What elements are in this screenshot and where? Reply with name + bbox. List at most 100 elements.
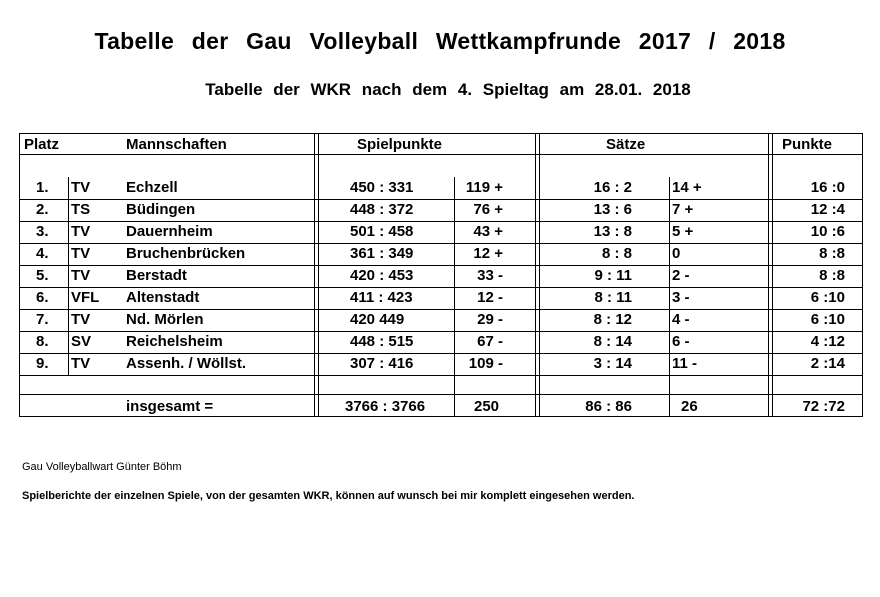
- cell-punkte: 8 :8: [819, 245, 845, 262]
- cell-punkte: 6 :10: [810, 289, 845, 306]
- total-punkte: 72 :72: [802, 398, 845, 415]
- cell-spielpunkte-diff: 67 -: [477, 333, 503, 350]
- page-title: Tabelle der Gau Volleyball Wettkampfrund…: [94, 28, 786, 54]
- cell-saetze-diff: 14 +: [672, 179, 702, 196]
- column-divider: [772, 133, 773, 417]
- header-saetze: Sätze: [606, 136, 646, 153]
- cell-spielpunkte-diff: 43 +: [473, 223, 503, 240]
- cell-team: Dauernheim: [126, 223, 213, 240]
- cell-team: Nd. Mörlen: [126, 311, 204, 328]
- row-divider: [19, 375, 863, 376]
- standings-table: [19, 133, 863, 417]
- row-divider: [19, 287, 863, 288]
- cell-club: TV: [71, 179, 91, 196]
- cell-saetze: 13 : 6: [593, 201, 632, 218]
- cell-platz: 6.: [36, 289, 49, 306]
- cell-saetze: 16 : 2: [593, 179, 632, 196]
- club-column-divider: [68, 177, 69, 375]
- cell-platz: 5.: [36, 267, 49, 284]
- cell-team: Büdingen: [126, 201, 196, 218]
- column-divider: [314, 133, 315, 417]
- cell-team: Berstadt: [126, 267, 187, 284]
- cell-club: TV: [71, 245, 91, 262]
- cell-saetze-diff: 6 -: [672, 333, 690, 350]
- column-divider: [539, 133, 540, 417]
- header-platz: Platz: [24, 136, 60, 153]
- cell-punkte: 8 :8: [819, 267, 845, 284]
- cell-club: TV: [71, 267, 91, 284]
- footer-author: Gau Volleyballwart Günter Böhm: [22, 461, 182, 473]
- cell-saetze-diff: 7 +: [672, 201, 694, 218]
- cell-team: Bruchenbrücken: [126, 245, 246, 262]
- cell-saetze-diff: 11 -: [672, 355, 698, 372]
- cell-spielpunkte-diff: 33 -: [477, 267, 503, 284]
- row-divider: [19, 243, 863, 244]
- header-divider: [19, 154, 863, 155]
- cell-platz: 7.: [36, 311, 49, 328]
- header-spielpunkte: Spielpunkte: [357, 136, 443, 153]
- cell-spielpunkte-diff: 109 -: [468, 355, 503, 372]
- total-saetze-diff: 26: [681, 398, 698, 415]
- cell-platz: 4.: [36, 245, 49, 262]
- cell-saetze-diff: 3 -: [672, 289, 690, 306]
- cell-club: TV: [71, 223, 91, 240]
- cell-team: Reichelsheim: [126, 333, 223, 350]
- footer-note: Spielberichte der einzelnen Spiele, von …: [22, 490, 635, 502]
- cell-punkte: 16 :0: [810, 179, 845, 196]
- cell-spielpunkte: 361 : 349: [350, 245, 414, 262]
- row-divider: [19, 394, 863, 395]
- cell-saetze-diff: 0: [672, 245, 681, 262]
- cell-punkte: 10 :6: [810, 223, 845, 240]
- cell-saetze: 8 : 8: [601, 245, 632, 262]
- cell-saetze-diff: 2 -: [672, 267, 690, 284]
- cell-team: Altenstadt: [126, 289, 200, 306]
- row-divider: [19, 199, 863, 200]
- cell-club: TV: [71, 355, 91, 372]
- cell-saetze-diff: 4 -: [672, 311, 690, 328]
- cell-saetze: 8 : 11: [594, 289, 632, 306]
- cell-spielpunkte-diff: 119 +: [465, 179, 503, 196]
- cell-spielpunkte: 450 : 331: [350, 179, 414, 196]
- cell-spielpunkte: 411 : 423: [350, 289, 413, 306]
- cell-platz: 3.: [36, 223, 49, 240]
- cell-club: VFL: [71, 289, 100, 306]
- cell-saetze: 3 : 14: [593, 355, 632, 372]
- cell-club: SV: [71, 333, 92, 350]
- cell-platz: 8.: [36, 333, 49, 350]
- cell-club: TS: [71, 201, 91, 218]
- cell-team: Assenh. / Wöllst.: [126, 355, 247, 372]
- cell-punkte: 12 :4: [810, 201, 845, 218]
- row-divider: [19, 221, 863, 222]
- row-divider: [19, 353, 863, 354]
- cell-club: TV: [71, 311, 91, 328]
- cell-spielpunkte: 501 : 458: [350, 223, 414, 240]
- cell-spielpunkte-diff: 12 -: [477, 289, 503, 306]
- column-divider: [535, 133, 536, 417]
- cell-spielpunkte: 448 : 372: [350, 201, 414, 218]
- cell-spielpunkte: 448 : 515: [350, 333, 414, 350]
- cell-platz: 2.: [36, 201, 49, 218]
- diff-column-divider: [669, 177, 670, 417]
- row-divider: [19, 309, 863, 310]
- cell-spielpunkte-diff: 76 +: [473, 201, 503, 218]
- cell-team: Echzell: [126, 179, 178, 196]
- cell-punkte: 4 :12: [810, 333, 845, 350]
- cell-saetze: 13 : 8: [593, 223, 632, 240]
- total-spielpunkte: 3766 : 3766: [345, 398, 426, 415]
- cell-punkte: 6 :10: [810, 311, 845, 328]
- cell-platz: 1.: [36, 179, 49, 196]
- cell-spielpunkte-diff: 29 -: [477, 311, 503, 328]
- cell-saetze: 9 : 11: [594, 267, 632, 284]
- cell-saetze-diff: 5 +: [672, 223, 694, 240]
- cell-spielpunkte: 420 : 453: [350, 267, 414, 284]
- cell-saetze: 8 : 12: [593, 311, 632, 328]
- row-divider: [19, 265, 863, 266]
- column-divider: [768, 133, 769, 417]
- column-divider: [318, 133, 319, 417]
- total-saetze: 86 : 86: [585, 398, 632, 415]
- diff-column-divider: [454, 177, 455, 417]
- total-label: insgesamt =: [126, 398, 214, 415]
- header-punkte: Punkte: [782, 136, 833, 153]
- cell-punkte: 2 :14: [810, 355, 845, 372]
- cell-spielpunkte-diff: 12 +: [473, 245, 503, 262]
